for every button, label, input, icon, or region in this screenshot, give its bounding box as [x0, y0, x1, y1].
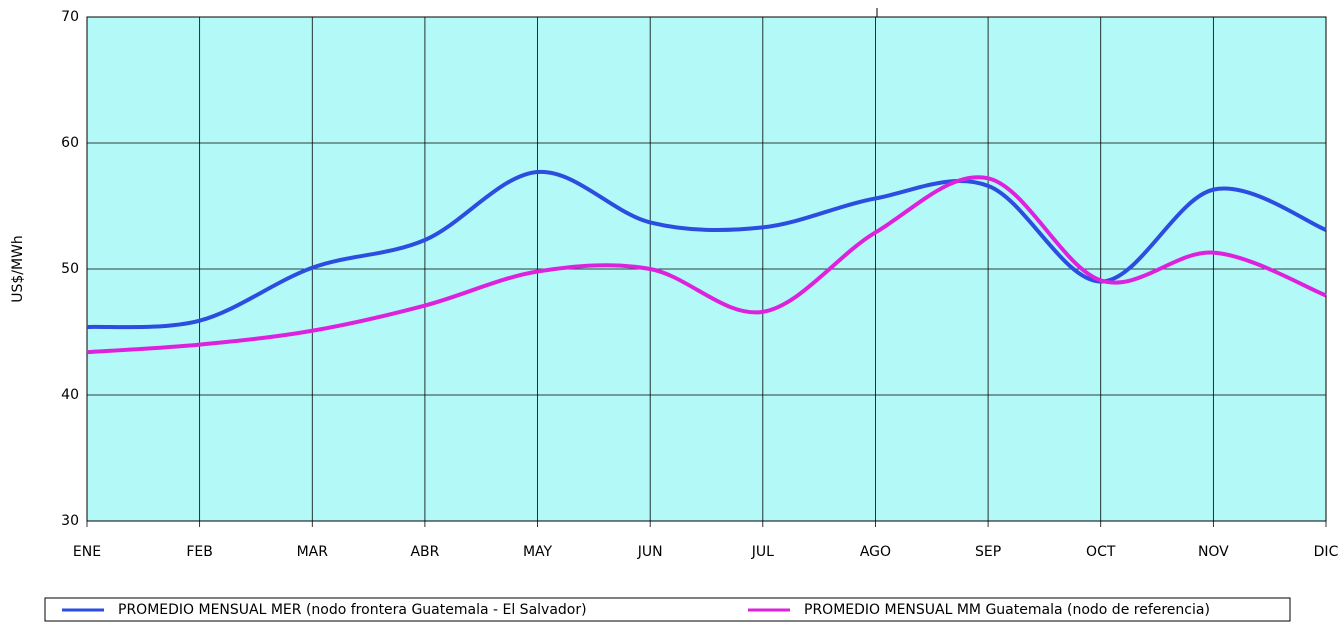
legend-label: PROMEDIO MENSUAL MER (nodo frontera Guat…: [118, 602, 587, 618]
x-tick-label: JUL: [751, 544, 774, 560]
data-line: [86, 175, 1327, 355]
x-tick-label: FEB: [186, 544, 213, 560]
x-tick-label: MAY: [523, 544, 553, 560]
x-tick-label: DIC: [1314, 544, 1338, 560]
y-tick-label: 70: [61, 9, 79, 25]
x-tick-label: AGO: [860, 544, 891, 560]
x-tick-label: MAR: [297, 544, 329, 560]
x-tick-label: OCT: [1086, 544, 1116, 560]
y-axis-label: US$/MWh: [10, 235, 26, 303]
y-tick-label: 50: [61, 261, 79, 277]
x-tick-label: ENE: [73, 544, 101, 560]
data-line: [86, 169, 1327, 330]
legend-label: PROMEDIO MENSUAL MM Guatemala (nodo de r…: [804, 602, 1210, 618]
y-tick-label: 30: [61, 513, 79, 529]
legend-box: [44, 597, 1291, 622]
x-tick-label: NOV: [1198, 544, 1229, 560]
x-tick-label: SEP: [975, 544, 1001, 560]
y-tick-label: 40: [61, 387, 79, 403]
y-tick-label: 60: [61, 135, 79, 151]
x-tick-label: JUN: [637, 544, 663, 560]
x-tick-label: ABR: [410, 544, 439, 560]
